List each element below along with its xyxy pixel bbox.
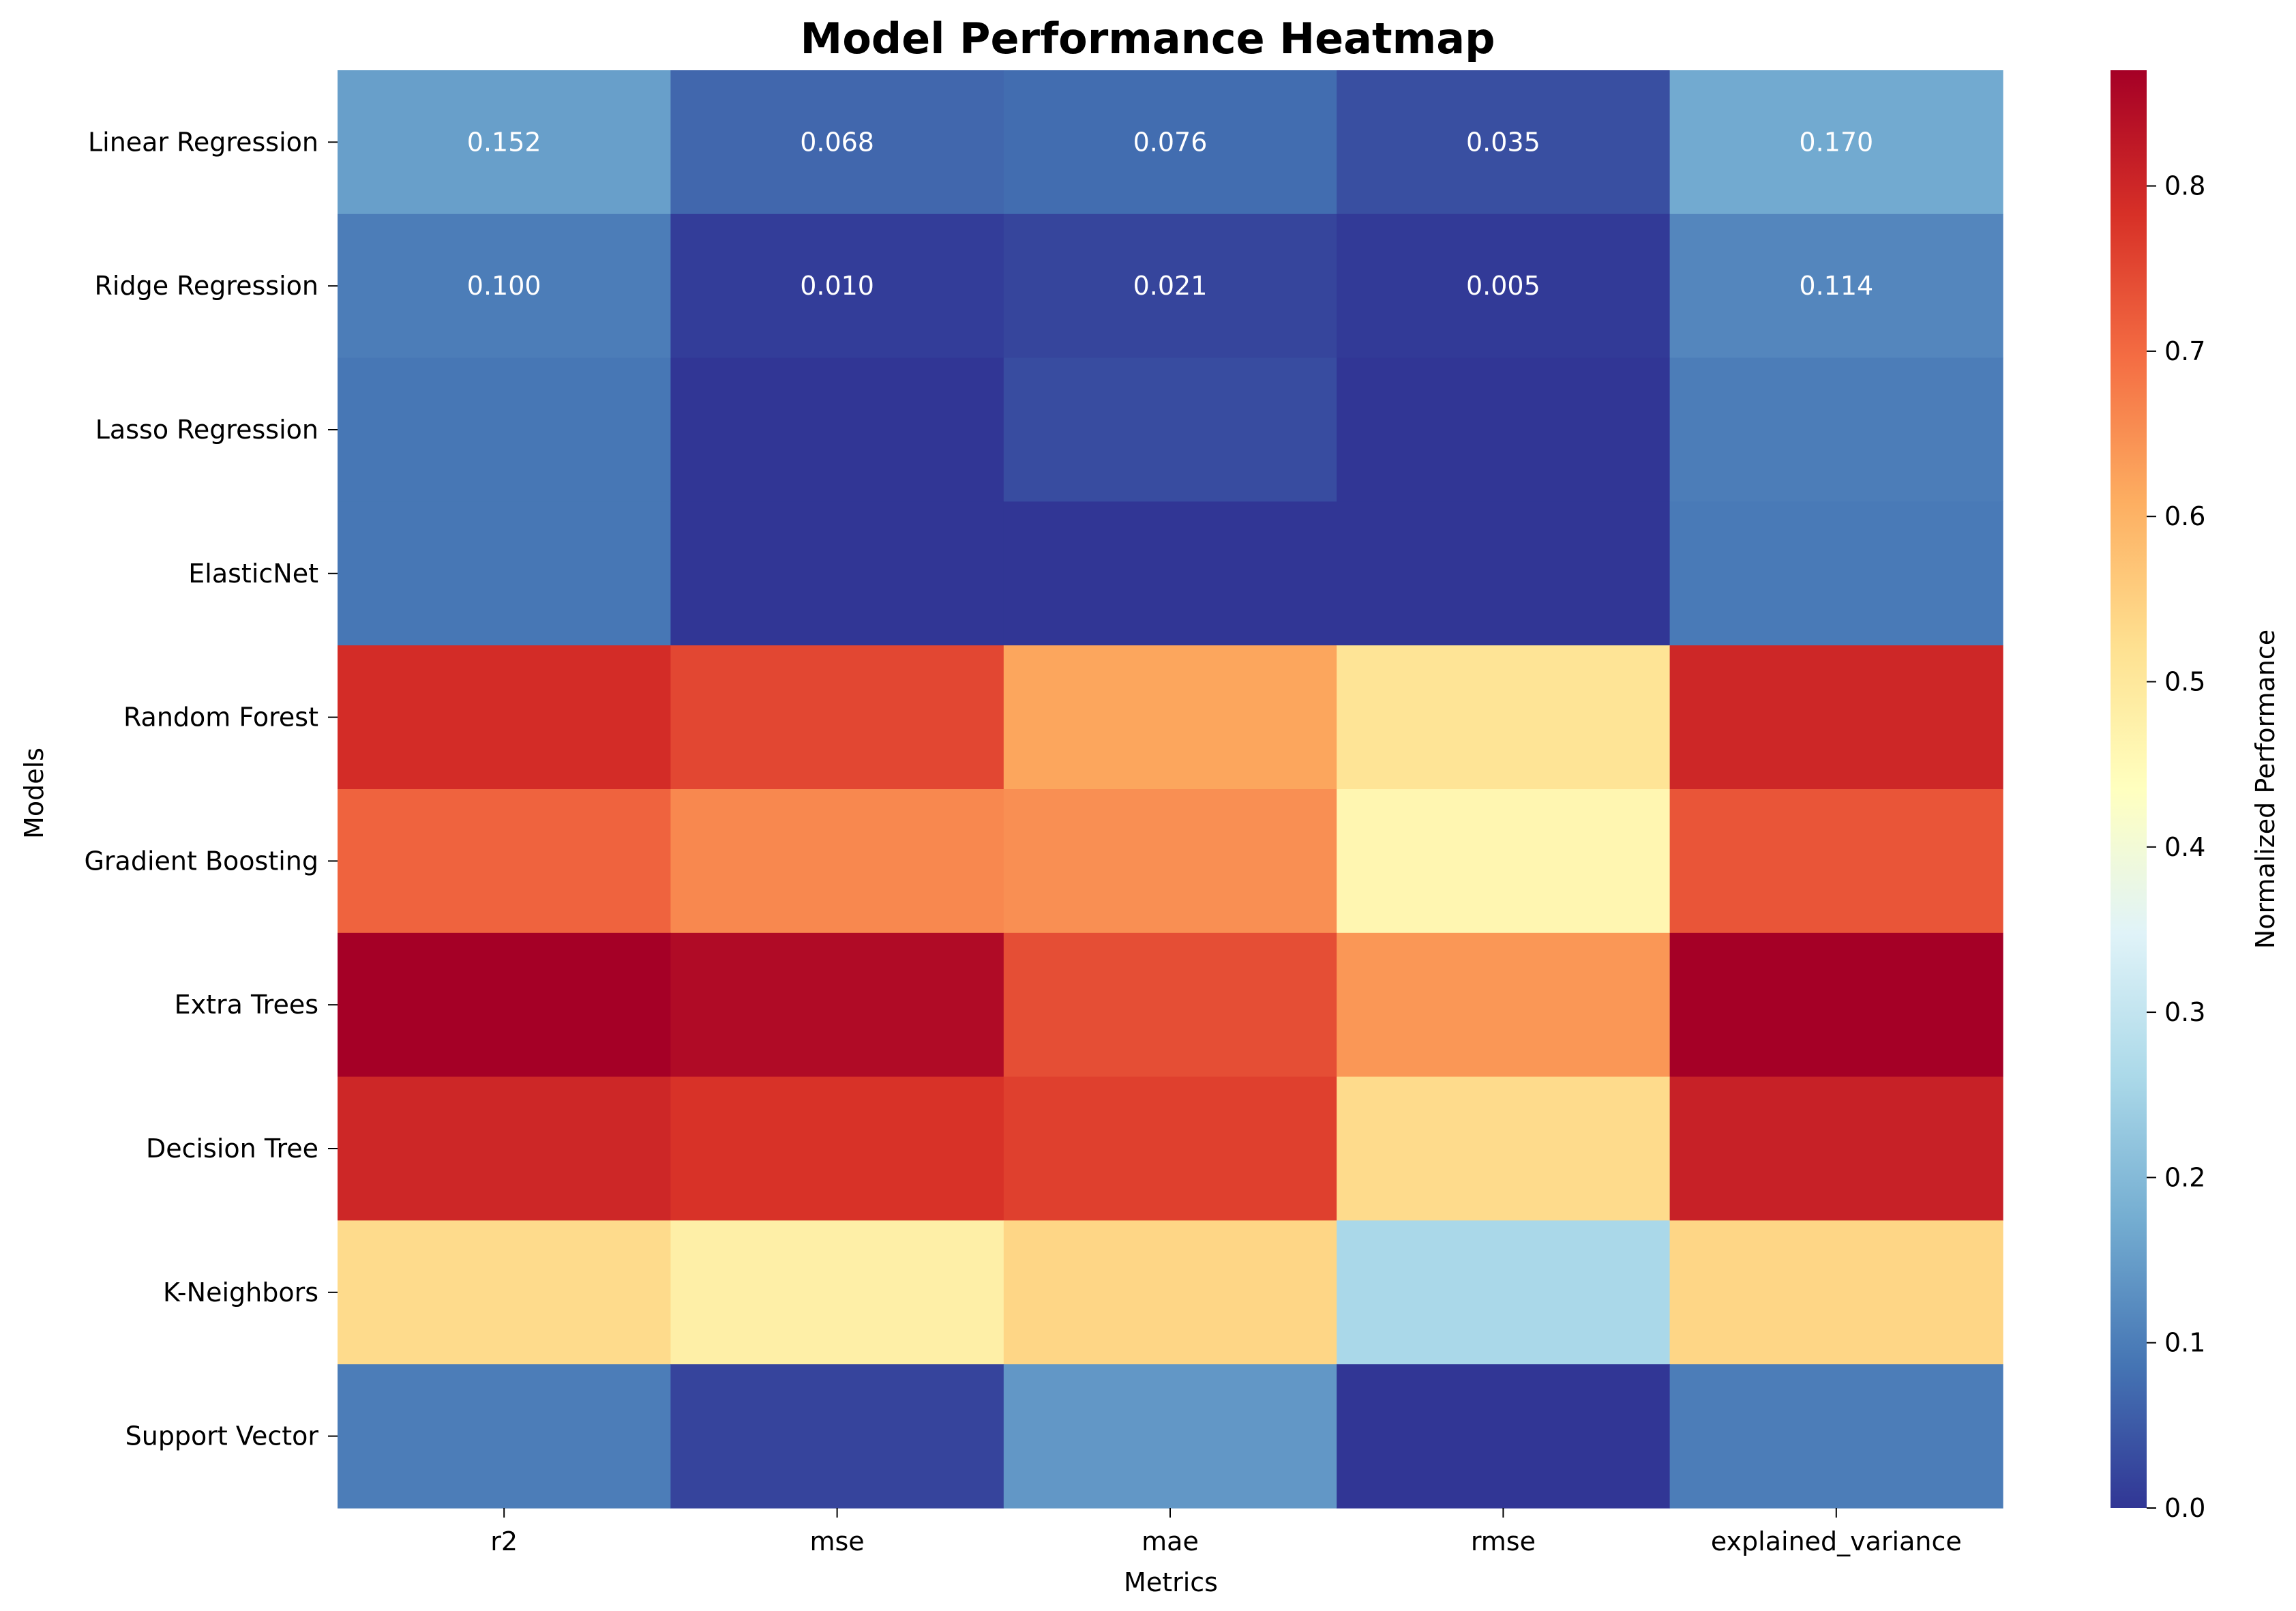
heatmap-cell [670,70,1004,215]
heatmap-cell [1337,70,1671,215]
heatmap-cell [1003,789,1337,934]
cell-value-label: 0.076 [1133,127,1208,157]
colorbar-tick-label: 0.3 [2164,997,2205,1027]
heatmap-cell [1003,932,1337,1078]
cell-value-label: 0.100 [467,271,541,301]
colorbar-tick-label: 0.4 [2164,832,2205,862]
heatmap-cell [1337,213,1671,359]
heatmap-cell [670,789,1004,934]
heatmap-cell [1669,1220,2003,1365]
chart-title: Model Performance Heatmap [801,14,1495,63]
heatmap-cell [1669,501,2003,646]
heatmap-cells [338,70,2003,1509]
heatmap-cell [670,1220,1004,1365]
y-tick-label: Lasso Regression [95,415,318,445]
colorbar-tick-label: 0.8 [2164,171,2205,201]
y-tick-label: Support Vector [125,1421,319,1451]
heatmap-cell [670,932,1004,1078]
heatmap-cell [1337,1220,1671,1365]
heatmap-cell [1337,357,1671,502]
heatmap-cell [1337,1076,1671,1221]
y-axis-ticks: Linear Regression Ridge Regression Lasso R… [84,127,338,1451]
x-axis-ticks: r2 mse mae rmse explained_variance [490,1508,1962,1556]
heatmap-cell [1003,357,1337,502]
colorbar-tick-label: 0.6 [2164,501,2205,531]
heatmap-cell [1337,789,1671,934]
y-tick-label: Random Forest [123,703,318,733]
colorbar-label: Normalized Performance [2250,630,2280,949]
heatmap-cell [1003,1220,1337,1365]
heatmap-cell [1669,1076,2003,1221]
heatmap-cell [338,1364,671,1509]
heatmap-cell [338,1076,671,1221]
cell-value-label: 0.170 [1799,127,1873,157]
heatmap-cell [1003,70,1337,215]
cell-value-label: 0.035 [1466,127,1540,157]
heatmap-cell [1003,645,1337,790]
heatmap-cell [670,1076,1004,1221]
heatmap-cell [1669,932,2003,1078]
colorbar-tick-label: 0.2 [2164,1162,2205,1192]
heatmap-cell [670,357,1004,502]
colorbar-tick-label: 0.0 [2164,1493,2205,1523]
colorbar-tick-label: 0.5 [2164,667,2205,697]
heatmap-cell [338,1220,671,1365]
colorbar-ticks: 0.0 0.1 0.2 0.3 0.4 0.5 0.6 0.7 0.8 [2147,171,2205,1523]
heatmap-cell [338,932,671,1078]
heatmap-cell [1337,932,1671,1078]
heatmap-cell [338,70,671,215]
heatmap-cell [670,501,1004,646]
heatmap-cell [1669,645,2003,790]
x-tick-label: rmse [1471,1526,1536,1556]
y-tick-label: Gradient Boosting [84,846,318,876]
y-tick-label: ElasticNet [188,559,318,589]
colorbar [2111,70,2147,1508]
cell-value-label: 0.152 [467,127,541,157]
heatmap-cell [1003,1076,1337,1221]
y-tick-label: K-Neighbors [163,1277,318,1307]
heatmap-cell [1669,70,2003,215]
cell-value-label: 0.010 [800,271,874,301]
heatmap-cell [338,213,671,359]
heatmap-cell [670,213,1004,359]
x-tick-label: r2 [490,1526,518,1556]
heatmap-cell [1003,501,1337,646]
x-axis-label: Metrics [1124,1567,1218,1597]
y-tick-label: Linear Regression [88,127,318,157]
y-tick-label: Decision Tree [146,1134,318,1164]
colorbar-tick-label: 0.1 [2164,1328,2205,1358]
heatmap-cell [670,1364,1004,1509]
cell-value-label: 0.068 [800,127,874,157]
heatmap-cell [1669,213,2003,359]
heatmap-cell [1003,1364,1337,1509]
heatmap-cell [1003,213,1337,359]
heatmap-annotations: 0.152 0.068 0.076 0.035 0.170 0.100 0.010 0.021… [467,127,1873,301]
colorbar-tick-label: 0.7 [2164,336,2205,366]
cell-value-label: 0.005 [1466,271,1540,301]
heatmap-cell [338,501,671,646]
cell-value-label: 0.114 [1799,271,1873,301]
heatmap-cell [670,645,1004,790]
heatmap-cell [338,789,671,934]
cell-value-label: 0.021 [1133,271,1208,301]
heatmap-cell [1337,501,1671,646]
y-axis-label: Models [19,748,49,839]
y-tick-label: Ridge Regression [94,271,318,301]
heatmap-cell [1669,789,2003,934]
x-tick-label: mse [809,1526,864,1556]
heatmap-cell [338,645,671,790]
x-tick-label: explained_variance [1711,1526,1962,1556]
heatmap-cell [1337,645,1671,790]
heatmap-cell [1337,1364,1671,1509]
heatmap-cell [338,357,671,502]
x-tick-label: mae [1142,1526,1199,1556]
heatmap-cell [1669,1364,2003,1509]
y-tick-label: Extra Trees [175,990,318,1020]
heatmap-cell [1669,357,2003,502]
